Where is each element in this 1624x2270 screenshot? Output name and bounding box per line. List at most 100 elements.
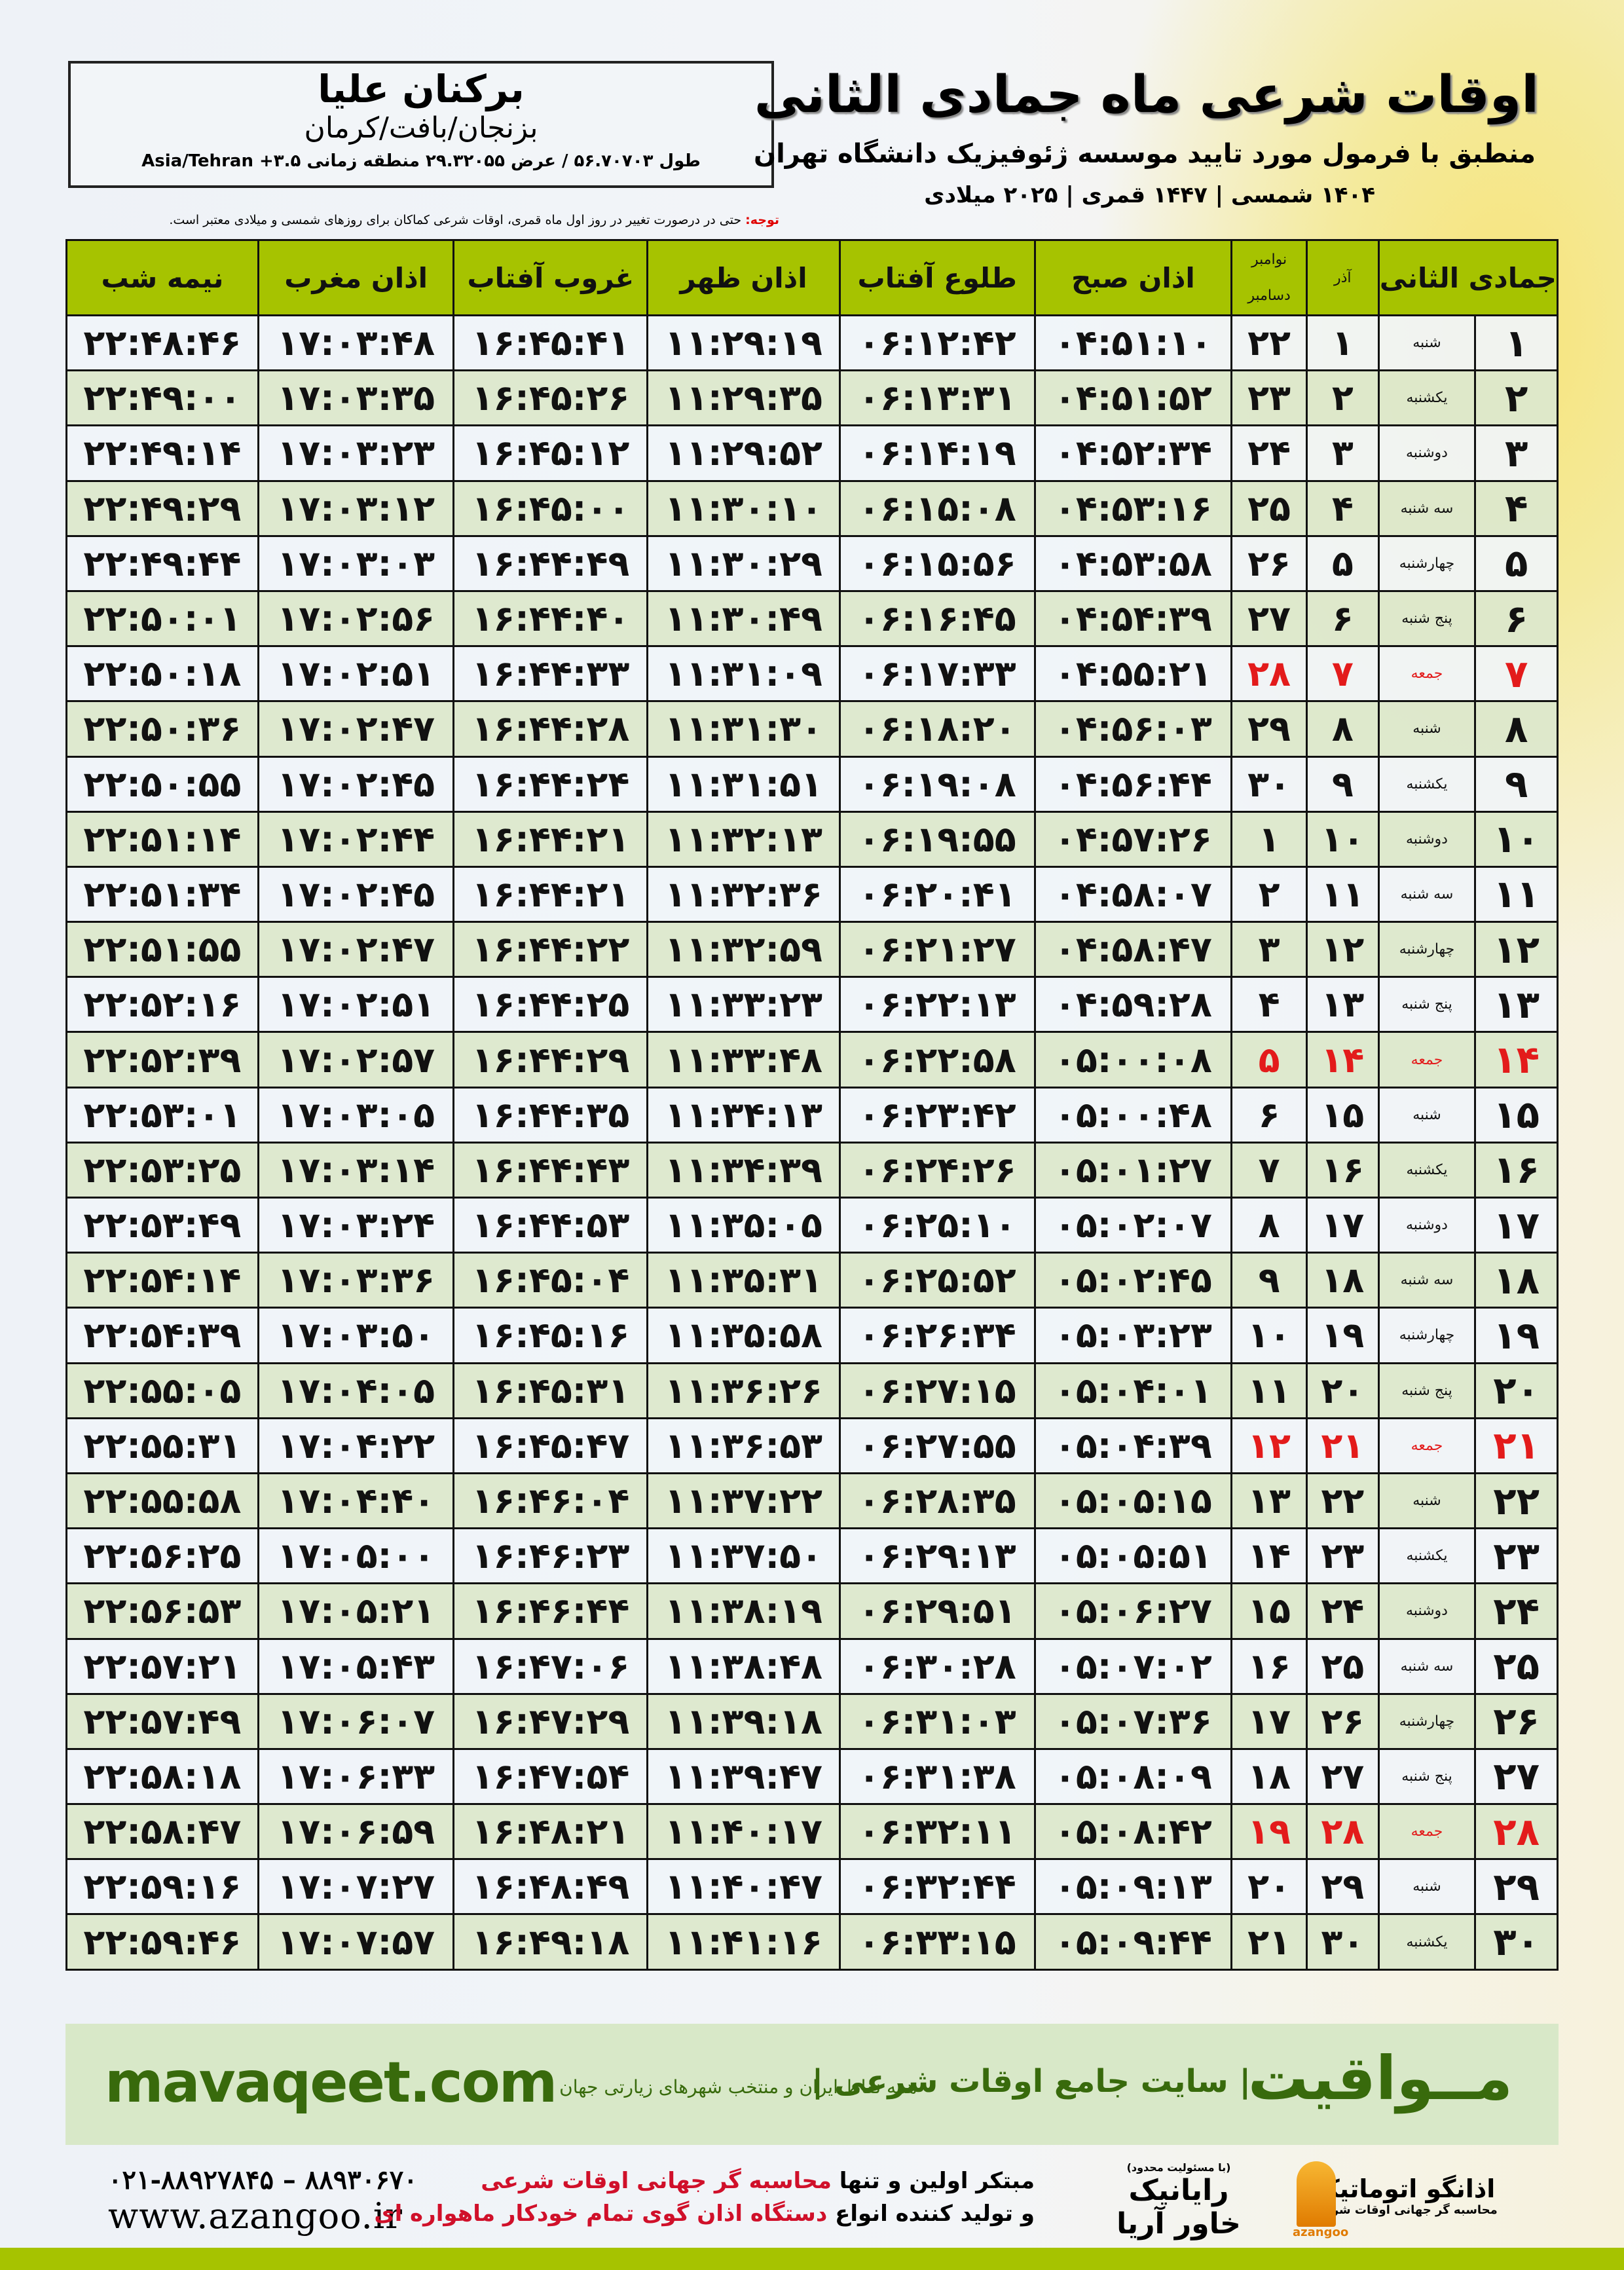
maghrib-time: ۱۷:۰۷:۵۷ xyxy=(257,1913,455,1971)
azar-day: ۲۴ xyxy=(1305,1582,1380,1640)
midnight-time: ۲۲:۴۹:۱۴ xyxy=(65,424,259,482)
table-row: ۲۴ دوشنبه ۲۴ ۱۵ ۰۵:۰۶:۲۷ ۰۶:۲۹:۵۱ ۱۱:۳۸:۱۹ ۱۶:۴… xyxy=(65,1582,1559,1640)
gregorian-day: ۳ xyxy=(1230,921,1308,978)
weekday: یکشنبه xyxy=(1377,1527,1477,1585)
weekday: شنبه xyxy=(1377,700,1477,758)
midnight-time: ۲۲:۵۲:۱۶ xyxy=(65,976,259,1033)
fajr-time: ۰۴:۵۸:۰۷ xyxy=(1033,865,1233,923)
midnight-time: ۲۲:۵۴:۱۴ xyxy=(65,1252,259,1309)
dhuhr-time: ۱۱:۳۴:۱۳ xyxy=(646,1086,841,1144)
day-number: ۵ xyxy=(1474,534,1559,592)
dhuhr-time: ۱۱:۳۱:۰۹ xyxy=(646,645,841,703)
fajr-time: ۰۴:۵۱:۱۰ xyxy=(1033,314,1233,372)
azar-day: ۲ xyxy=(1305,369,1380,427)
sunrise-time: ۰۶:۲۱:۲۷ xyxy=(838,921,1036,978)
gregorian-day: ۷ xyxy=(1230,1141,1308,1199)
maghrib-time: ۱۷:۰۳:۰۵ xyxy=(257,1086,455,1144)
sunset-time: ۱۶:۴۶:۰۴ xyxy=(452,1472,649,1530)
dhuhr-time: ۱۱:۳۳:۴۸ xyxy=(646,1031,841,1088)
weekday: جمعه xyxy=(1377,1803,1477,1861)
sunset-time: ۱۶:۴۵:۱۲ xyxy=(452,424,649,482)
rayanik-small: (با مسئولیت محدود) xyxy=(1126,2161,1231,2174)
fajr-time: ۰۴:۵۲:۳۴ xyxy=(1033,424,1233,482)
mavaqeet-tagline: | سایت جامع اوقات شرعی | xyxy=(811,2063,1251,2100)
azar-day: ۸ xyxy=(1305,700,1380,758)
dhuhr-time: ۱۱:۳۲:۵۹ xyxy=(646,921,841,978)
day-number: ۹ xyxy=(1474,755,1559,813)
fajr-time: ۰۵:۰۸:۴۲ xyxy=(1033,1803,1233,1861)
maghrib-time: ۱۷:۰۲:۴۵ xyxy=(257,755,455,813)
dhuhr-time: ۱۱:۳۰:۲۹ xyxy=(646,534,841,592)
weekday: یکشنبه xyxy=(1377,755,1477,813)
weekday: پنج شنبه xyxy=(1377,1747,1477,1806)
fajr-time: ۰۵:۰۰:۰۸ xyxy=(1033,1031,1233,1088)
azar-day: ۱۲ xyxy=(1305,921,1380,978)
maghrib-time: ۱۷:۰۲:۵۱ xyxy=(257,976,455,1033)
gregorian-day: ۲۷ xyxy=(1230,589,1308,648)
col-gregorian: نوامبر دسامبر xyxy=(1230,239,1308,316)
phone-numbers: ۰۲۱-۸۸۹۲۷۸۴۵ – ۸۸۹۳۰۶۷۰ xyxy=(108,2165,418,2195)
sunrise-time: ۰۶:۲۳:۴۲ xyxy=(838,1086,1036,1144)
maghrib-time: ۱۷:۰۵:۰۰ xyxy=(257,1527,455,1585)
fajr-time: ۰۵:۰۱:۲۷ xyxy=(1033,1141,1233,1199)
midnight-time: ۲۲:۵۳:۲۵ xyxy=(65,1141,259,1199)
fajr-time: ۰۴:۵۴:۳۹ xyxy=(1033,589,1233,648)
midnight-time: ۲۲:۴۹:۲۹ xyxy=(65,479,259,537)
azar-day: ۱۷ xyxy=(1305,1196,1380,1254)
col-sunset: غروب آفتاب xyxy=(452,239,649,316)
sunset-time: ۱۶:۴۴:۴۳ xyxy=(452,1141,649,1199)
mavaqeet-link[interactable]: mavaqeet.com xyxy=(105,2050,557,2115)
weekday: سه شنبه xyxy=(1377,479,1477,537)
weekday: دوشنبه xyxy=(1377,810,1477,868)
day-number: ۲۴ xyxy=(1474,1582,1559,1640)
sunrise-time: ۰۶:۳۱:۰۳ xyxy=(838,1692,1036,1750)
maghrib-time: ۱۷:۰۲:۴۴ xyxy=(257,810,455,868)
azar-day: ۲۱ xyxy=(1305,1417,1380,1474)
sunrise-time: ۰۶:۲۲:۱۳ xyxy=(838,976,1036,1033)
day-number: ۲۲ xyxy=(1474,1472,1559,1530)
maghrib-time: ۱۷:۰۶:۳۳ xyxy=(257,1747,455,1806)
mavaqeet-tagline-2: همه نقاط ایران و منتخب شهرهای زیارتی جها… xyxy=(559,2076,917,2098)
midnight-time: ۲۲:۵۱:۱۴ xyxy=(65,810,259,868)
table-row: ۲ یکشنبه ۲ ۲۳ ۰۴:۵۱:۵۲ ۰۶:۱۳:۳۱ ۱۱:۲۹:۳۵ ۱۶:۴۵:… xyxy=(65,369,1559,427)
azangoo-link[interactable]: www.azangoo.ir xyxy=(108,2195,403,2237)
azar-day: ۲۷ xyxy=(1305,1747,1380,1806)
midnight-time: ۲۲:۵۹:۴۶ xyxy=(65,1913,259,1971)
table-row: ۱۱ سه شنبه ۱۱ ۲ ۰۴:۵۸:۰۷ ۰۶:۲۰:۴۱ ۱۱:۳۲:۳۶ ۱۶:۴… xyxy=(65,865,1559,923)
promo-line1: مبتکر اولین و تنها xyxy=(831,2168,1035,2194)
sunrise-time: ۰۶:۱۹:۵۵ xyxy=(838,810,1036,868)
maghrib-time: ۱۷:۰۷:۲۷ xyxy=(257,1858,455,1916)
col-dhuhr: اذان ظهر xyxy=(646,239,841,316)
dhuhr-time: ۱۱:۳۰:۱۰ xyxy=(646,479,841,537)
day-number: ۱۵ xyxy=(1474,1086,1559,1144)
sunset-time: ۱۶:۴۷:۵۴ xyxy=(452,1747,649,1806)
midnight-time: ۲۲:۵۷:۴۹ xyxy=(65,1692,259,1750)
day-number: ۱۱ xyxy=(1474,865,1559,923)
weekday: دوشنبه xyxy=(1377,1196,1477,1254)
table-row: ۱۰ دوشنبه ۱۰ ۱ ۰۴:۵۷:۲۶ ۰۶:۱۹:۵۵ ۱۱:۳۲:۱۳ ۱۶:۴۴… xyxy=(65,810,1559,868)
sunset-time: ۱۶:۴۴:۴۰ xyxy=(452,589,649,648)
table-row: ۲۰ پنج شنبه ۲۰ ۱۱ ۰۵:۰۴:۰۱ ۰۶:۲۷:۱۵ ۱۱:۳۶:۲۶ ۱۶… xyxy=(65,1362,1559,1419)
sunrise-time: ۰۶:۲۷:۵۵ xyxy=(838,1417,1036,1474)
day-number: ۲۵ xyxy=(1474,1637,1559,1695)
col-hijri-month: جمادی الثانی xyxy=(1377,239,1559,316)
col-sunrise: طلوع آفتاب xyxy=(838,239,1036,316)
gregorian-day: ۱۶ xyxy=(1230,1637,1308,1695)
col-maghrib: اذان مغرب xyxy=(257,239,455,316)
sunrise-time: ۰۶:۲۲:۵۸ xyxy=(838,1031,1036,1088)
table-row: ۲۲ شنبه ۲۲ ۱۳ ۰۵:۰۵:۱۵ ۰۶:۲۸:۳۵ ۱۱:۳۷:۲۲ ۱۶:۴۶:… xyxy=(65,1472,1559,1530)
midnight-time: ۲۲:۵۷:۲۱ xyxy=(65,1637,259,1695)
sunset-time: ۱۶:۴۵:۱۶ xyxy=(452,1307,649,1364)
sunrise-time: ۰۶:۱۵:۰۸ xyxy=(838,479,1036,537)
midnight-time: ۲۲:۴۹:۰۰ xyxy=(65,369,259,427)
table-row: ۱۸ سه شنبه ۱۸ ۹ ۰۵:۰۲:۴۵ ۰۶:۲۵:۵۲ ۱۱:۳۵:۳۱ ۱۶:۴… xyxy=(65,1252,1559,1309)
dhuhr-time: ۱۱:۳۵:۵۸ xyxy=(646,1307,841,1364)
midnight-time: ۲۲:۵۰:۵۵ xyxy=(65,755,259,813)
sunset-time: ۱۶:۴۷:۰۶ xyxy=(452,1637,649,1695)
day-number: ۲۷ xyxy=(1474,1747,1559,1806)
weekday: دوشنبه xyxy=(1377,424,1477,482)
dhuhr-time: ۱۱:۳۴:۳۹ xyxy=(646,1141,841,1199)
maghrib-time: ۱۷:۰۴:۰۵ xyxy=(257,1362,455,1419)
azar-day: ۳ xyxy=(1305,424,1380,482)
dhuhr-time: ۱۱:۳۷:۵۰ xyxy=(646,1527,841,1585)
